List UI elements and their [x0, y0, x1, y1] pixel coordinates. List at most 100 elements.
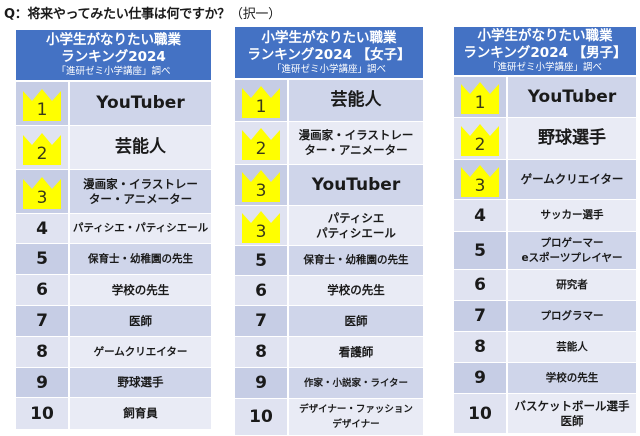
table-row: 2 漫画家・イラストレー ター・アニメーター	[235, 122, 423, 165]
table-row: 3 漫画家・イラストレー ター・アニメーター	[16, 170, 211, 214]
occupation-name: 芸能人	[556, 340, 588, 353]
occupation-name: デザイナー・ファッション デザイナー	[299, 404, 413, 430]
rank-number: 3	[36, 187, 48, 208]
table-row: 3 YouTuber	[235, 165, 423, 206]
occupation-name: YouTuber	[96, 93, 185, 113]
crown-icon	[242, 128, 280, 160]
rank-number: 6	[474, 275, 486, 295]
rank-number: 1	[255, 96, 267, 117]
table-row: 3 ゲームクリエイター	[454, 160, 636, 200]
table-source: 「進研ゼミ小学講座」調べ	[271, 63, 386, 75]
rank-cell: 9	[16, 368, 70, 397]
crown-icon	[461, 123, 499, 156]
question-heading: Q：将来やってみたい仕事は何ですか？（択一）	[4, 3, 281, 22]
rank-cell: 6	[16, 275, 70, 305]
occupation-name: 学校の先生	[545, 371, 599, 384]
crown-icon: 3	[461, 163, 499, 197]
table-row: 5 保育士・幼稚園の先生	[16, 244, 211, 275]
rank-cell: 2	[16, 126, 70, 169]
occupation-name: プロゲーマー eスポーツプレイヤー	[521, 236, 623, 264]
rank-cell: 8	[454, 332, 508, 362]
question-text: Q：将来やってみたい仕事は何ですか？	[4, 7, 231, 22]
rank-cell: 2	[454, 118, 508, 159]
rank-cell: 5	[454, 232, 508, 269]
occupation-name: 学校の先生	[327, 283, 385, 297]
rank-cell: 4	[454, 200, 508, 231]
occupation-name: ゲームクリエイター	[520, 172, 624, 186]
rank-cell: 7	[454, 301, 508, 331]
rank-number: 8	[474, 337, 486, 357]
table-row: 10 デザイナー・ファッション デザイナー	[235, 399, 423, 436]
rank-cell: 7	[235, 306, 289, 336]
table-title-line1: 小学生がなりたい職業	[477, 28, 613, 44]
rank-cell: 3	[235, 165, 289, 205]
rank-number: 5	[36, 249, 48, 269]
table-row: 8 ゲームクリエイター	[16, 337, 211, 368]
table-row: 3 パティシエ パティシエール	[235, 206, 423, 246]
rank-number: 9	[474, 368, 486, 388]
rank-cell: 10	[16, 398, 70, 429]
rank-cell: 6	[235, 276, 289, 305]
rank-number: 8	[36, 342, 48, 362]
table-row: 1 YouTuber	[16, 82, 211, 126]
occupation-name: バスケットボール選手 医師	[514, 398, 630, 428]
rank-number: 10	[468, 403, 492, 424]
occupation-name: サッカー選手	[540, 209, 604, 221]
rank-cell: 5	[235, 246, 289, 275]
crown-icon	[23, 88, 61, 121]
rank-cell: 1	[16, 82, 70, 125]
ranking-table-boys: 小学生がなりたい職業 ランキング2024 【男子】 「進研ゼミ小学講座」調べ 1…	[454, 27, 636, 434]
rank-cell: 6	[454, 270, 508, 300]
occupation-name: YouTuber	[527, 86, 617, 107]
crown-icon: 1	[23, 87, 61, 121]
rank-number: 6	[36, 280, 48, 300]
table-header: 小学生がなりたい職業 ランキング2024 【女子】 「進研ゼミ小学講座」調べ	[235, 27, 423, 80]
rank-number: 5	[255, 250, 267, 271]
table-title-line2: ランキング2024 【男子】	[463, 45, 627, 61]
rank-cell: 7	[16, 306, 70, 336]
crown-icon: 3	[23, 175, 61, 209]
rank-number: 6	[255, 280, 267, 301]
crown-icon: 1	[242, 84, 280, 118]
rank-cell: 1	[454, 77, 508, 117]
rank-number: 2	[36, 143, 48, 164]
rank-number: 1	[474, 93, 486, 113]
table-row: 9 学校の先生	[454, 363, 636, 394]
rank-cell: 2	[235, 122, 289, 164]
question-choice-note: （択一）	[230, 7, 281, 22]
crown-icon	[242, 170, 280, 202]
table-row: 5 保育士・幼稚園の先生	[235, 246, 423, 276]
table-row: 9 作家・小説家・ライター	[235, 368, 423, 399]
table-row: 9 野球選手	[16, 368, 211, 398]
table-header: 小学生がなりたい職業 ランキング2024 【男子】 「進研ゼミ小学講座」調べ	[454, 27, 636, 77]
crown-icon: 2	[23, 131, 61, 165]
rank-number: 4	[36, 218, 48, 239]
crown-icon	[242, 85, 280, 118]
table-row: 7 プログラマー	[454, 301, 636, 332]
table-header: 小学生がなりたい職業 ランキング2024 「進研ゼミ小学講座」調べ	[16, 30, 211, 82]
rank-cell: 8	[16, 337, 70, 367]
occupation-name: 学校の先生	[111, 282, 170, 297]
occupation-name: 芸能人	[115, 137, 166, 157]
table-row: 4 サッカー選手	[454, 200, 636, 232]
rank-cell: 9	[454, 363, 508, 393]
crown-icon	[242, 210, 280, 243]
occupation-name: プログラマー	[540, 309, 604, 322]
rank-number: 7	[36, 311, 48, 331]
rank-number: 3	[255, 181, 267, 201]
occupation-name: パティシエ・パティシエール	[72, 222, 209, 234]
table-row: 1 YouTuber	[454, 77, 636, 118]
rank-number: 10	[30, 403, 54, 424]
table-source: 「進研ゼミ小学講座」調べ	[56, 66, 171, 77]
crown-icon	[461, 82, 499, 114]
rank-cell: 3	[235, 206, 289, 245]
occupation-name: 作家・小説家・ライター	[303, 377, 409, 389]
crown-icon	[23, 132, 61, 165]
rank-number: 3	[474, 175, 486, 196]
rank-number: 2	[474, 134, 486, 155]
occupation-name: パティシエ パティシエール	[316, 210, 396, 240]
table-row: 6 研究者	[454, 270, 636, 301]
rank-cell: 1	[235, 80, 289, 121]
ranking-table-overall: 小学生がなりたい職業 ランキング2024 「進研ゼミ小学講座」調べ 1 YouTu…	[16, 30, 211, 430]
table-title-line1: 小学生がなりたい職業	[46, 32, 181, 48]
